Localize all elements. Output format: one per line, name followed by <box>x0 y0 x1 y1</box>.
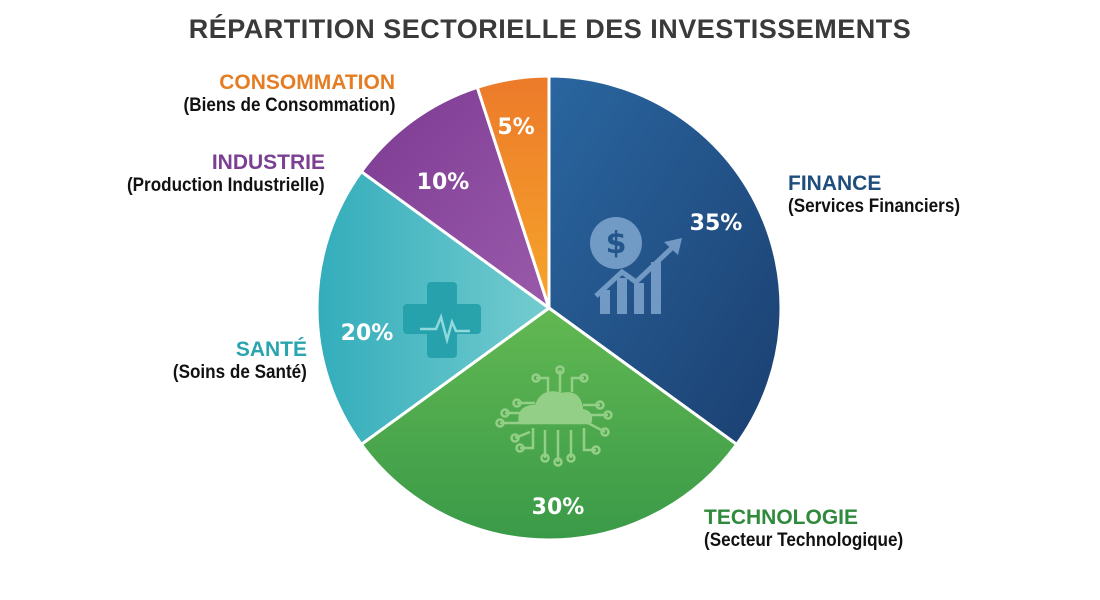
label-subtitle: (Production Industrielle) <box>127 175 325 197</box>
label-subtitle: (Biens de Consommation) <box>183 95 395 117</box>
legend-label-consommation: CONSOMMATION (Biens de Consommation) <box>160 70 395 118</box>
label-name: SANTÉ <box>235 338 307 361</box>
legend-label-industrie: INDUSTRIE (Production Industrielle) <box>105 150 325 198</box>
cloud-circuit-icon <box>495 365 613 467</box>
chart-title: RÉPARTITION SECTORIELLE DES INVESTISSEME… <box>188 14 912 44</box>
legend-label-technologie: TECHNOLOGIE (Secteur Technologique) <box>704 505 925 553</box>
label-name: FINANCE <box>788 172 882 195</box>
pie-slice-industrie <box>359 85 552 312</box>
data-label-finance: 35% <box>690 211 743 236</box>
label-subtitle: (Soins de Santé) <box>173 362 307 384</box>
dollar-growth-chart-icon: $ <box>590 217 682 314</box>
label-name: CONSOMMATION <box>219 71 395 94</box>
label-subtitle: (Services Financiers) <box>788 196 961 218</box>
label-name: TECHNOLOGIE <box>704 506 859 529</box>
data-label-industrie: 10% <box>417 170 470 195</box>
label-subtitle: (Secteur Technologique) <box>704 530 904 552</box>
label-name: INDUSTRIE <box>211 151 325 174</box>
legend-label-finance: FINANCE (Services Financiers) <box>788 171 979 219</box>
pie-slice-consommation <box>475 74 551 309</box>
legend-label-sante: SANTÉ (Soins de Santé) <box>158 337 307 385</box>
data-label-santé: 20% <box>341 321 394 346</box>
pie-slice-finance <box>547 74 783 447</box>
medical-cross-heartbeat-icon <box>403 282 481 358</box>
data-label-technologie: 30% <box>532 495 585 520</box>
data-label-consommation: 5% <box>497 115 534 140</box>
svg-text:$: $ <box>606 226 627 261</box>
